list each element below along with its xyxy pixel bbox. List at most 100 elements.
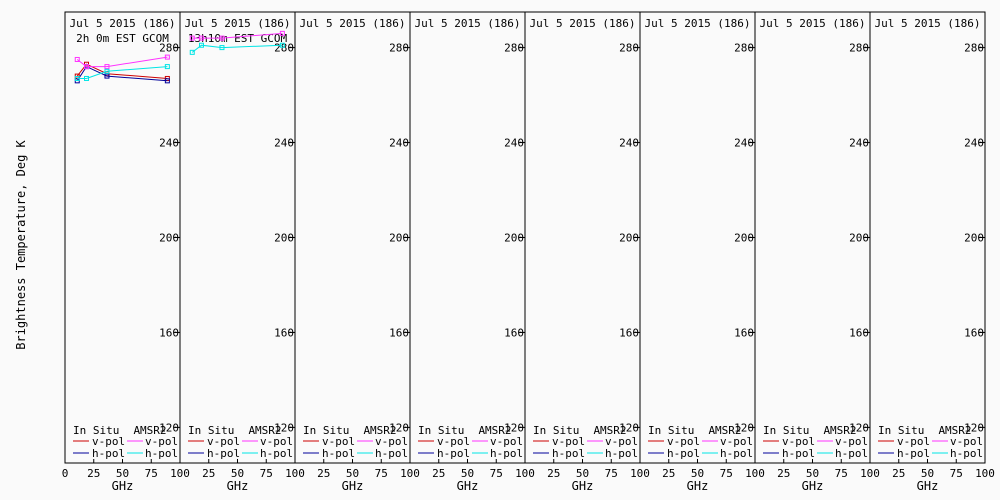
data-point xyxy=(219,35,225,41)
legend-label: h-pol xyxy=(950,447,983,460)
y-tick-label: 200 xyxy=(619,232,639,245)
y-tick-label: 120 xyxy=(504,421,524,434)
y-tick-label: 160 xyxy=(274,326,294,339)
legend-label: v-pol xyxy=(437,435,470,448)
y-tick-label: 280 xyxy=(389,42,409,55)
x-tick-label: 75 xyxy=(720,467,733,480)
legend-group-label: In Situ xyxy=(188,424,234,437)
x-tick-label: 50 xyxy=(921,467,934,480)
panel-date-label: Jul 5 2015 (186) xyxy=(760,17,866,30)
legend-label: v-pol xyxy=(720,435,753,448)
y-tick-label: 240 xyxy=(619,137,639,150)
x-axis-label: GHz xyxy=(917,479,939,493)
legend-group-label: AMSR2 xyxy=(248,424,281,437)
x-tick-label: 50 xyxy=(576,467,589,480)
data-point xyxy=(189,49,195,55)
x-tick-label: 100 xyxy=(285,467,305,480)
legend-group-label: AMSR2 xyxy=(823,424,856,437)
y-tick-label: 240 xyxy=(504,137,524,150)
legend-label: h-pol xyxy=(667,447,700,460)
x-tick-label: 75 xyxy=(145,467,158,480)
data-point xyxy=(164,64,170,70)
data-point xyxy=(74,75,80,81)
legend-label: v-pol xyxy=(92,435,125,448)
legend-label: v-pol xyxy=(260,435,293,448)
panel-date-label: Jul 5 2015 (186) xyxy=(875,17,981,30)
series-line xyxy=(76,63,168,79)
data-point xyxy=(104,68,110,74)
panel-date-label: Jul 5 2015 (186) xyxy=(70,17,176,30)
legend-group-label: AMSR2 xyxy=(478,424,511,437)
legend-label: v-pol xyxy=(145,435,178,448)
y-tick-label: 120 xyxy=(389,421,409,434)
legend-label: v-pol xyxy=(605,435,638,448)
data-point xyxy=(189,35,195,41)
y-tick-label: 200 xyxy=(734,232,754,245)
x-axis-label: GHz xyxy=(227,479,249,493)
data-point xyxy=(104,73,110,79)
y-tick-label: 200 xyxy=(964,232,984,245)
legend-group-label: AMSR2 xyxy=(593,424,626,437)
x-tick-label: 75 xyxy=(490,467,503,480)
y-tick-label: 280 xyxy=(734,42,754,55)
legend-group-label: In Situ xyxy=(878,424,924,437)
x-tick-label: 50 xyxy=(116,467,129,480)
legend-label: h-pol xyxy=(835,447,868,460)
y-tick-label: 160 xyxy=(849,326,869,339)
data-point xyxy=(164,78,170,84)
panel-date-label: Jul 5 2015 (186) xyxy=(530,17,636,30)
legend-label: v-pol xyxy=(835,435,868,448)
y-tick-label: 240 xyxy=(964,137,984,150)
x-tick-label: 100 xyxy=(860,467,880,480)
legend-group-label: AMSR2 xyxy=(708,424,741,437)
legend-group-label: In Situ xyxy=(418,424,464,437)
data-point xyxy=(199,35,205,41)
legend-group-label: AMSR2 xyxy=(938,424,971,437)
legend-label: h-pol xyxy=(437,447,470,460)
y-tick-label: 160 xyxy=(159,326,179,339)
legend-label: h-pol xyxy=(782,447,815,460)
x-axis-label: GHz xyxy=(457,479,479,493)
x-tick-label: 25 xyxy=(87,467,100,480)
x-tick-label: 100 xyxy=(515,467,535,480)
x-tick-label: 100 xyxy=(745,467,765,480)
data-point xyxy=(104,64,110,70)
x-tick-label: 0 xyxy=(62,467,69,480)
x-axis-label: GHz xyxy=(687,479,709,493)
series-line xyxy=(192,32,283,39)
x-tick-label: 25 xyxy=(432,467,445,480)
data-point xyxy=(279,42,285,48)
x-axis-label: GHz xyxy=(112,479,134,493)
x-tick-label: 100 xyxy=(400,467,420,480)
x-axis-label: GHz xyxy=(802,479,824,493)
y-axis-label: Brightness Temperature, Deg K xyxy=(14,139,28,349)
legend-label: v-pol xyxy=(667,435,700,448)
y-tick-label: 240 xyxy=(389,137,409,150)
x-tick-label: 75 xyxy=(375,467,388,480)
x-tick-label: 25 xyxy=(547,467,560,480)
series-line xyxy=(77,66,168,79)
x-tick-label: 100 xyxy=(170,467,190,480)
legend-label: h-pol xyxy=(145,447,178,460)
legend-group-label: AMSR2 xyxy=(363,424,396,437)
x-tick-label: 25 xyxy=(202,467,215,480)
panel-date-label: Jul 5 2015 (186) xyxy=(300,17,406,30)
x-tick-label: 25 xyxy=(317,467,330,480)
y-tick-label: 200 xyxy=(504,232,524,245)
y-tick-label: 280 xyxy=(504,42,524,55)
legend-group-label: In Situ xyxy=(648,424,694,437)
x-tick-label: 25 xyxy=(662,467,675,480)
x-axis-label: GHz xyxy=(342,479,364,493)
data-point xyxy=(279,30,285,36)
panel-time-label: 2h 0m EST GCOM xyxy=(76,32,169,45)
data-point xyxy=(74,56,80,62)
legend-group-label: In Situ xyxy=(763,424,809,437)
legend-label: v-pol xyxy=(782,435,815,448)
legend-label: h-pol xyxy=(552,447,585,460)
panel-date-label: Jul 5 2015 (186) xyxy=(415,17,521,30)
x-tick-label: 50 xyxy=(806,467,819,480)
x-tick-label: 25 xyxy=(892,467,905,480)
x-tick-label: 50 xyxy=(231,467,244,480)
legend-group-label: In Situ xyxy=(533,424,579,437)
